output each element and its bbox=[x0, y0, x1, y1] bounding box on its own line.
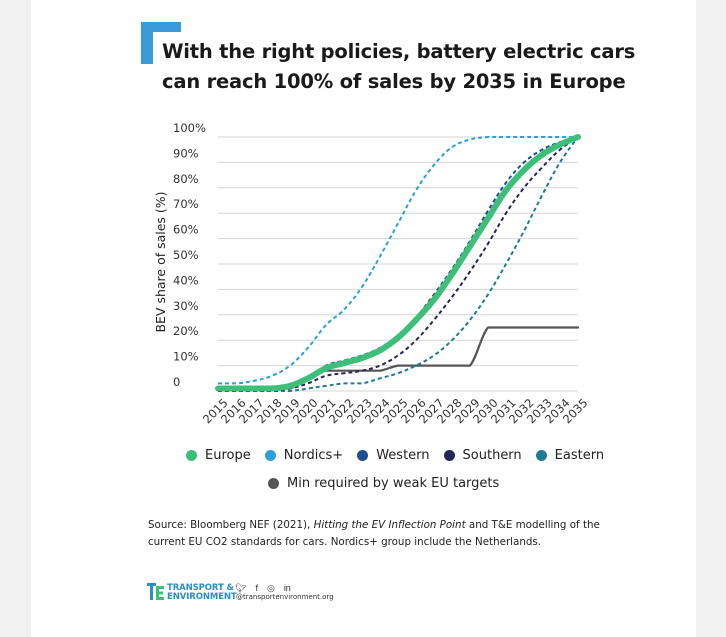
series-line-europe bbox=[215, 134, 581, 392]
linkedin-icon[interactable]: in bbox=[283, 583, 291, 593]
social-icons: 🐦︎ f ◎ in bbox=[235, 583, 300, 594]
y-tick-label: 20% bbox=[173, 324, 199, 338]
legend-label: Western bbox=[376, 448, 430, 463]
legend-dot-icon bbox=[535, 450, 547, 461]
y-tick-label: 80% bbox=[173, 172, 199, 186]
accent-bracket-icon bbox=[141, 22, 181, 64]
series-line-nordics bbox=[218, 136, 578, 385]
brand-line-1: TRANSPORT & bbox=[167, 583, 234, 593]
grid-lines bbox=[218, 136, 578, 392]
series-line-western bbox=[218, 136, 579, 390]
y-tick-label: 100% bbox=[173, 121, 206, 135]
y-axis-label: BEV share of sales (%) bbox=[153, 191, 168, 332]
y-tick-label: 60% bbox=[173, 223, 199, 237]
instagram-icon[interactable]: ◎ bbox=[266, 583, 275, 593]
facebook-icon[interactable]: f bbox=[255, 583, 258, 593]
legend-item-eastern: Eastern bbox=[535, 448, 605, 463]
legend-dot-icon bbox=[357, 450, 369, 461]
twitter-icon[interactable]: 🐦︎ bbox=[235, 583, 247, 593]
legend-label: Min required by weak EU targets bbox=[287, 476, 500, 491]
y-tick-label: 90% bbox=[173, 146, 199, 160]
brand-handle: @transportenvironment.org bbox=[236, 593, 334, 601]
brand-line-2: ENVIRONMENT bbox=[167, 592, 237, 602]
legend-item-western: Western bbox=[357, 448, 430, 463]
legend-label: Southern bbox=[462, 448, 522, 463]
legend-label: Nordics+ bbox=[283, 448, 344, 463]
legend-label: Eastern bbox=[554, 448, 605, 463]
y-axis-ticks: 0 10% 20% 30% 40% 50% 60% 70% 80% 90% 100% bbox=[173, 121, 206, 389]
source-title: Hitting the EV Inflection Point bbox=[313, 519, 466, 531]
y-tick-label: 40% bbox=[173, 273, 199, 287]
x-axis-ticks: 2015201620172018201920202021202220232024… bbox=[200, 396, 591, 427]
source-suffix: and T&E modelling of the current EU CO2 … bbox=[148, 519, 600, 548]
y-tick-label: 0 bbox=[173, 375, 180, 389]
chart-title-line-2: can reach 100% of sales by 2035 in Europ… bbox=[162, 70, 626, 93]
source-note: Source: Bloomberg NEF (2021), Hitting th… bbox=[148, 517, 618, 551]
source-prefix: Source: Bloomberg NEF (2021), bbox=[148, 519, 314, 531]
legend-dot-icon bbox=[186, 450, 197, 461]
legend-item-nordics: Nordics+ bbox=[264, 448, 344, 463]
legend-label: Europe bbox=[205, 448, 251, 463]
legend-dot-icon bbox=[268, 478, 279, 489]
legend-dot-icon bbox=[264, 450, 276, 461]
chart-card bbox=[31, 0, 696, 637]
legend-item-europe: Europe bbox=[186, 448, 251, 463]
legend-item-southern: Southern bbox=[443, 448, 522, 463]
te-logo-icon bbox=[147, 583, 164, 600]
legend-item-min-required-by-weak-eu-targets: Min required by weak EU targets bbox=[268, 476, 499, 491]
series-lines bbox=[215, 134, 581, 392]
y-tick-label: 50% bbox=[173, 248, 199, 262]
y-tick-label: 30% bbox=[173, 299, 199, 313]
legend-dot-icon bbox=[443, 450, 455, 461]
chart-title-line-1: With the right policies, battery electri… bbox=[162, 40, 636, 63]
y-tick-label: 70% bbox=[173, 197, 199, 211]
y-tick-label: 10% bbox=[173, 350, 199, 364]
